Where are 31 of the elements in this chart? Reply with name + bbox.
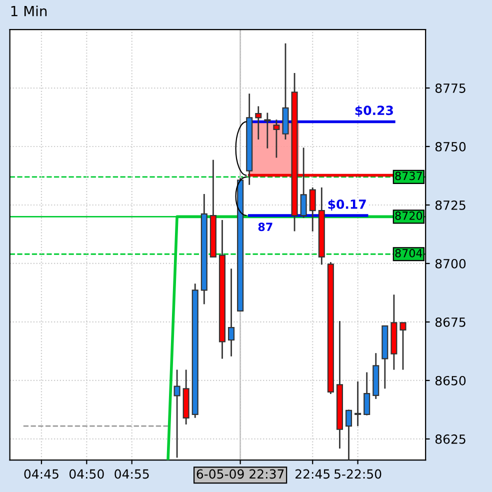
candlestick bbox=[300, 146, 307, 219]
candlestick bbox=[354, 380, 362, 427]
y-tick-label: 8775 bbox=[435, 83, 466, 93]
candlestick bbox=[400, 322, 406, 370]
candlestick bbox=[309, 186, 316, 232]
x-tick-label: 5-22:50 bbox=[334, 469, 382, 479]
x-tick-label: 6-05-09 22:37 bbox=[196, 469, 284, 479]
annotation: 87 bbox=[258, 222, 272, 232]
candlestick bbox=[345, 409, 352, 460]
annotation: $0.23 bbox=[355, 105, 393, 117]
ref-line-label: 8720 bbox=[395, 212, 422, 220]
candlestick bbox=[255, 106, 262, 140]
candlestick bbox=[364, 372, 370, 416]
chart-title: 1 Min bbox=[11, 6, 47, 16]
y-tick-label: 8750 bbox=[435, 142, 466, 152]
annotation: $0.17 bbox=[328, 199, 366, 211]
candlestick bbox=[273, 118, 280, 158]
ref-line-label: 8704 bbox=[395, 248, 422, 258]
candlestick bbox=[174, 369, 180, 458]
y-tick-label: 8650 bbox=[435, 376, 466, 386]
y-tick-label: 8675 bbox=[435, 317, 466, 327]
x-tick-label: 04:55 bbox=[114, 469, 149, 479]
y-tick-label: 8625 bbox=[435, 434, 466, 444]
x-tick-label: 22:45 bbox=[296, 469, 330, 479]
x-tick-label: 04:45 bbox=[24, 469, 58, 479]
x-tick-label: 04:50 bbox=[69, 469, 104, 479]
ref-line-label: 8737 bbox=[395, 172, 422, 180]
candlestick bbox=[228, 268, 235, 358]
candlestick bbox=[264, 112, 271, 150]
y-tick-label: 8700 bbox=[435, 258, 466, 268]
y-tick-label: 8725 bbox=[435, 200, 466, 210]
